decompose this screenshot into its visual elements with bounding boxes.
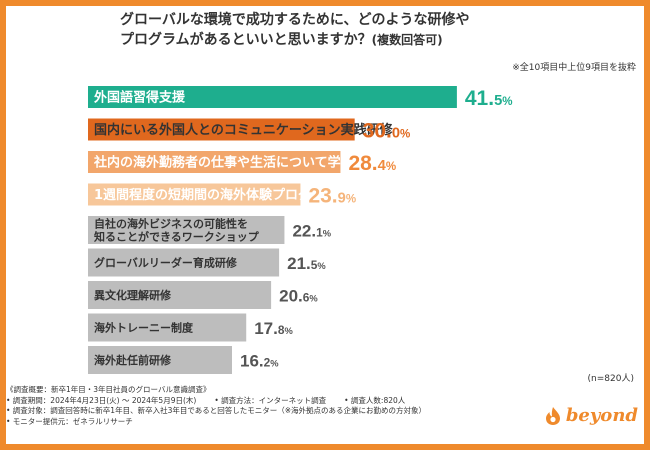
bar-group: 外国語習得支援 41.5% — [88, 86, 513, 110]
value-decimal: 8 — [278, 323, 285, 337]
bar — [88, 151, 341, 173]
value-integer: 22. — [292, 221, 316, 240]
value-unit: % — [323, 228, 332, 238]
value-label: 30.0% — [363, 119, 411, 142]
selection-note: ※全10項目中上位9項目を抜粋 — [512, 63, 636, 73]
value-label: 21.5% — [287, 254, 326, 273]
value-decimal: 6 — [303, 290, 310, 304]
value-integer: 28. — [348, 152, 377, 175]
bar — [88, 118, 355, 141]
value-unit: % — [400, 128, 410, 140]
survey-method: • 調査方法：インターネット調査 — [214, 395, 327, 405]
value-unit: % — [270, 358, 279, 368]
bar-label: 外国語習得支援 — [93, 90, 186, 106]
bar-group: グローバルリーダー育成研修 21.5% — [88, 248, 326, 277]
value-unit: % — [346, 193, 356, 205]
value-label: 23.9% — [308, 184, 356, 207]
value-label: 20.6% — [279, 286, 318, 305]
value-decimal: 0 — [392, 125, 400, 141]
bar-group: 異文化理解研修 20.6% — [88, 281, 318, 309]
value-decimal: 1 — [316, 225, 323, 239]
bar — [88, 86, 457, 108]
value-label: 41.5% — [465, 87, 513, 110]
survey-period: • 調査期間：2024年4月23日(火) ～ 2024年5月9日(木) — [6, 395, 197, 405]
sample-size-label: (n=820人) — [587, 374, 634, 384]
bar-label: 自社の海外ビジネスの可能性を — [94, 216, 248, 230]
survey-count: • 調査人数:820人 — [344, 395, 406, 405]
value-label: 22.1% — [292, 221, 331, 240]
value-integer: 30. — [363, 119, 392, 142]
value-integer: 21. — [287, 254, 311, 273]
value-integer: 23. — [308, 184, 337, 207]
chart-title: グローバルな環境で成功するために、どのような研修や プログラムがあるといいと思い… — [120, 10, 540, 50]
value-integer: 20. — [279, 286, 303, 305]
bar-label: 1週間程度の短期間の海外体験プログラム — [94, 187, 337, 203]
title-line-1: グローバルな環境で成功するために、どのような研修や — [120, 12, 470, 28]
value-label: 28.4% — [348, 152, 396, 175]
bar-label: 国内にいる外国人とのコミュニケーション実践研修 — [94, 122, 394, 138]
survey-title-note: 《調査概要：新卒1年目・3年目社員のグローバル意識調査》 — [6, 385, 211, 394]
value-integer: 41. — [465, 87, 494, 110]
bar — [88, 346, 232, 374]
value-decimal: 2 — [264, 355, 271, 369]
value-decimal: 5 — [311, 258, 318, 272]
value-unit: % — [309, 293, 318, 303]
bar-label: グローバルリーダー育成研修 — [94, 255, 238, 269]
survey-notes: 《調査概要：新卒1年目・3年目社員のグローバル意識調査》 • 調査期間：2024… — [6, 385, 526, 427]
value-unit: % — [386, 161, 396, 173]
value-unit: % — [284, 326, 293, 336]
bar — [88, 313, 247, 342]
survey-period-row: • 調査期間：2024年4月23日(火) ～ 2024年5月9日(木) • 調査方… — [6, 396, 526, 407]
survey-provider: • モニター提供元：ゼネラルリサーチ — [6, 416, 133, 426]
value-unit: % — [317, 261, 326, 271]
bar — [88, 281, 272, 309]
brand-name: beyond — [565, 405, 638, 426]
value-unit: % — [502, 96, 512, 108]
bar — [88, 216, 285, 244]
value-decimal: 4 — [378, 158, 387, 174]
value-integer: 17. — [254, 319, 278, 338]
bar-label: 異文化理解研修 — [94, 288, 172, 302]
bar-label: 海外赴任前研修 — [94, 353, 172, 367]
bar-label: 社内の海外勤務者の仕事や生活について学べるセミナー — [93, 155, 419, 171]
flame-icon — [545, 406, 560, 425]
value-label: 16.2% — [240, 351, 279, 370]
bar-group: 海外赴任前研修 16.2% — [88, 346, 279, 374]
bar — [88, 183, 301, 206]
bar-label: 海外トレーニー制度 — [94, 320, 194, 334]
value-decimal: 5 — [494, 93, 502, 109]
bar-group: 海外トレーニー制度 17.8% — [88, 313, 293, 342]
value-decimal: 9 — [338, 190, 346, 206]
title-line-2: プログラムがあるといいと思いますか？(複数回答可) — [120, 32, 443, 48]
brand-logo: beyond — [543, 405, 638, 426]
survey-target: • 調査対象：調査回答時に新卒1年目、新卒入社3年目であると回答したモニター（※… — [6, 406, 427, 415]
bar — [88, 248, 280, 277]
bar-label: 知ることができるワークショップ — [93, 229, 260, 243]
title-suffix: (複数回答可) — [371, 33, 443, 47]
value-integer: 16. — [240, 351, 264, 370]
value-label: 17.8% — [254, 319, 293, 338]
